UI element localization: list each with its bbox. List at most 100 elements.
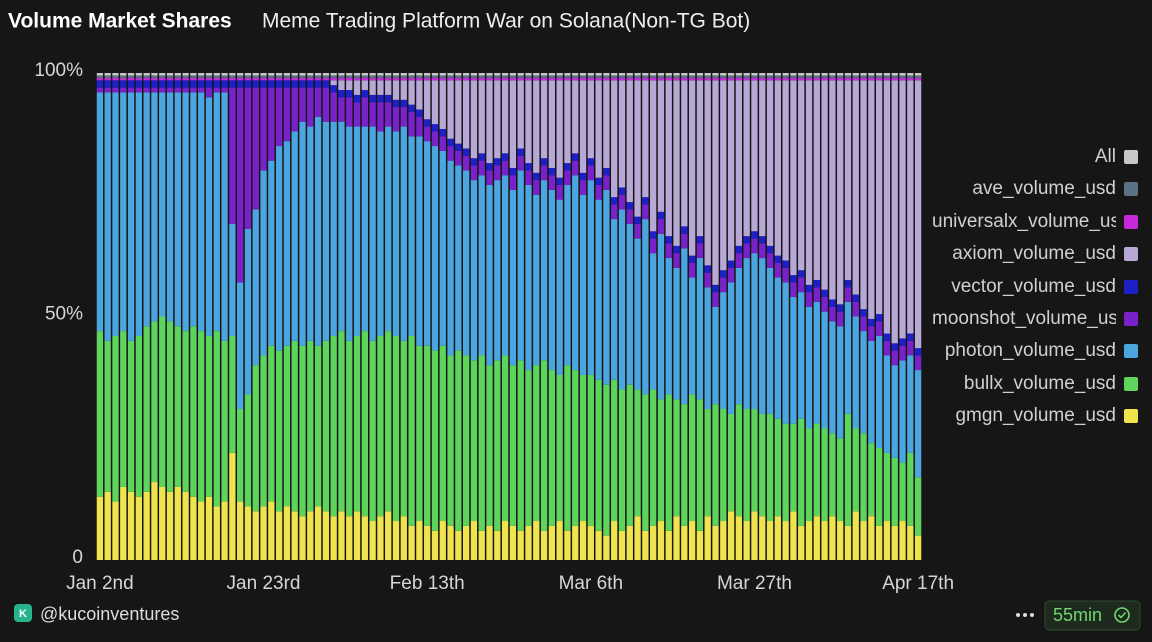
bar-segment (805, 284, 813, 293)
legend-label[interactable]: photon_volume_usd (944, 340, 1116, 362)
bar-segment (681, 75, 688, 78)
bar-segment (891, 457, 898, 526)
bar-segment (369, 75, 376, 78)
bar-segment (704, 272, 711, 288)
legend-label[interactable]: moonshot_volume_usd (932, 308, 1116, 329)
bar-segment (572, 77, 579, 81)
bar-segment (525, 185, 532, 371)
bar-segment (486, 80, 493, 164)
legend-swatch[interactable] (1124, 344, 1138, 359)
bar-segment (735, 245, 743, 254)
bar-segment (727, 73, 735, 76)
bar-segment (120, 80, 127, 88)
bar-segment (377, 73, 384, 76)
bar-segment (556, 80, 563, 178)
bar-segment (174, 75, 181, 78)
bar-segment (330, 335, 337, 517)
bar-segment (766, 77, 774, 81)
bar-segment (673, 73, 680, 76)
bar-segment (221, 73, 228, 76)
bar-segment (501, 80, 509, 154)
bar-segment (782, 423, 789, 522)
legend-swatch[interactable] (1124, 376, 1138, 391)
refresh-badge[interactable] (1044, 600, 1141, 631)
bar-segment (875, 314, 883, 322)
bar-segment (135, 73, 143, 76)
legend-swatch[interactable] (1124, 182, 1138, 197)
bar-segment (229, 223, 236, 336)
bar-segment (190, 75, 197, 78)
bar-segment (252, 209, 259, 366)
bar-segment (213, 506, 220, 560)
bar-segment (135, 77, 143, 81)
legend-label[interactable]: vector_volume_usd (951, 275, 1116, 297)
bar-segment (899, 73, 906, 76)
legend-swatch[interactable] (1124, 214, 1138, 229)
bar-segment (431, 75, 439, 78)
more-menu[interactable] (1016, 613, 1034, 617)
legend-label[interactable]: bullx_volume_usd (963, 372, 1116, 394)
bar-segment (322, 80, 330, 88)
bar-segment (447, 80, 454, 139)
bar-segment (821, 80, 828, 290)
bar-segment (572, 73, 579, 76)
bar-segment (720, 270, 727, 278)
bar-segment (766, 521, 774, 560)
bar-segment (159, 316, 166, 487)
bar-segment (634, 73, 641, 76)
bar-segment (766, 80, 774, 246)
bar-segment (455, 73, 462, 76)
legend-swatch[interactable] (1124, 409, 1138, 424)
bar-segment (221, 501, 228, 560)
bar-segment (548, 77, 556, 81)
bar-segment (424, 525, 431, 560)
bar-segment (720, 75, 727, 78)
bar-segment (338, 73, 345, 76)
bar-segment (244, 394, 252, 507)
bar-segment (221, 77, 228, 81)
bar-segment (829, 433, 836, 517)
legend-label[interactable]: gmgn_volume_usd (955, 405, 1116, 427)
legend-swatch[interactable] (1124, 312, 1138, 326)
bar-segment (564, 77, 571, 81)
bar-segment (805, 521, 813, 560)
bar-segment (821, 521, 828, 560)
bar-segment (174, 77, 181, 81)
bar-segment (837, 311, 844, 327)
bar-segment (595, 177, 602, 186)
bar-segment (330, 85, 337, 93)
bar-segment (470, 360, 478, 522)
bar-segment (712, 525, 719, 560)
bar-segment (868, 77, 875, 81)
bar-segment (151, 482, 158, 560)
legend-swatch[interactable] (1124, 279, 1138, 294)
bar-segment (260, 87, 267, 171)
legend-label[interactable]: axiom_volume_usd (952, 243, 1116, 265)
bar-segment (587, 77, 594, 81)
bar-segment (611, 77, 618, 81)
bar-segment (540, 73, 548, 76)
bar-segment (844, 413, 852, 526)
bar-segment (462, 155, 470, 171)
bar-segment (509, 80, 517, 168)
legend-label[interactable]: ave_volume_usd (972, 178, 1116, 200)
refresh-check (1117, 611, 1127, 619)
bar-segment (275, 75, 283, 78)
legend-swatch[interactable] (1124, 150, 1138, 164)
legend-label[interactable]: All (1094, 146, 1116, 167)
bar-segment (603, 77, 610, 81)
bar-segment (829, 321, 836, 434)
bar-segment (190, 92, 197, 327)
bar-segment (774, 77, 781, 81)
legend-label[interactable]: universalx_volume_usd (932, 210, 1116, 232)
bar-segment (361, 331, 368, 517)
bar-segment (509, 167, 517, 176)
bar-segment (104, 77, 111, 81)
chart-title: Volume Market Shares (8, 10, 232, 33)
bar-segment (400, 80, 407, 100)
bar-segment (751, 73, 758, 76)
bar-segment (470, 80, 478, 159)
bar-segment (478, 153, 485, 161)
legend-swatch[interactable] (1124, 247, 1138, 262)
bar-segment (174, 326, 181, 487)
